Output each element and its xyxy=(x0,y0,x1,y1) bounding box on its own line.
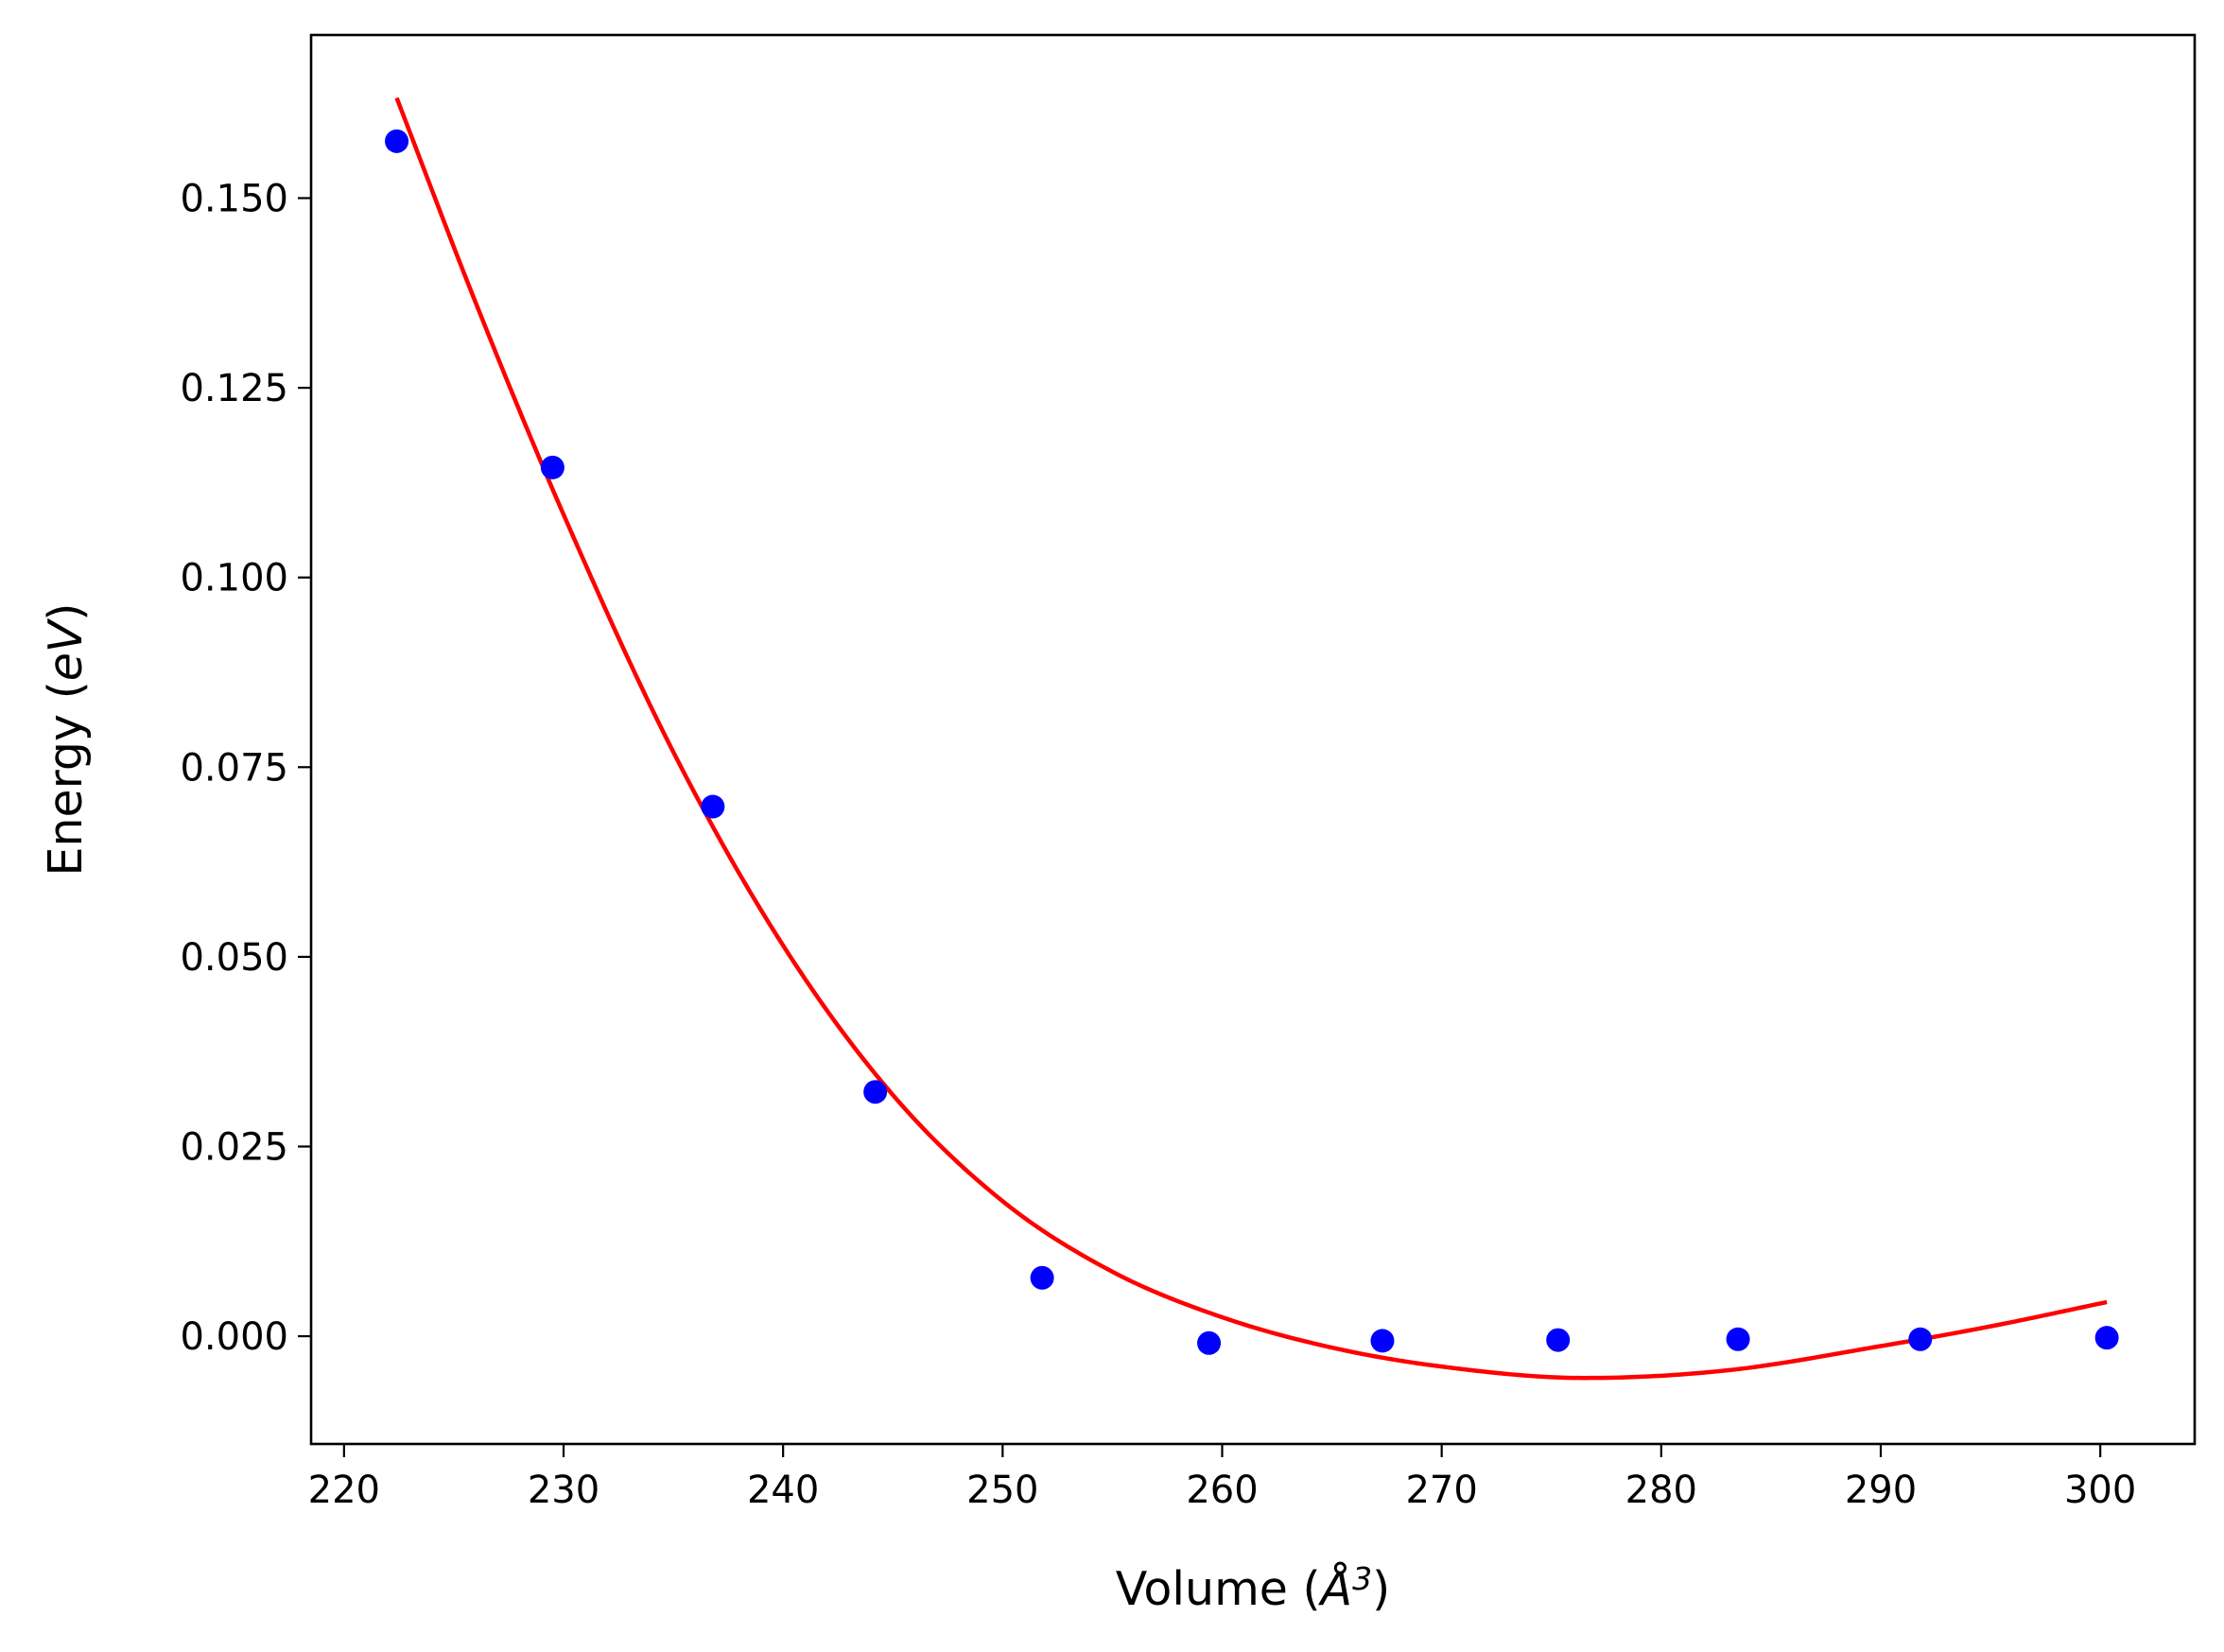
data-point xyxy=(385,129,409,153)
data-point xyxy=(1546,1328,1571,1352)
fit-curve xyxy=(394,96,2108,1381)
y-tick-label: 0.100 xyxy=(180,557,288,600)
data-point xyxy=(1197,1330,1222,1355)
data-point xyxy=(1030,1265,1054,1290)
plot-area xyxy=(385,96,2119,1381)
data-point xyxy=(1370,1329,1395,1353)
data-point xyxy=(540,455,565,479)
x-tick-label: 220 xyxy=(308,1469,380,1512)
x-axis-label: Volume (Å3) xyxy=(1116,1560,1391,1616)
y-tick-label: 0.150 xyxy=(180,178,288,221)
x-tick-label: 270 xyxy=(1405,1469,1477,1512)
x-tick-label: 230 xyxy=(528,1469,599,1512)
x-tick-label: 260 xyxy=(1186,1469,1258,1512)
x-axis-ticks: 220 230 240 250 260 270 280 290 300 xyxy=(308,1444,2136,1512)
x-tick-label: 240 xyxy=(747,1469,819,1512)
y-tick-label: 0.125 xyxy=(180,367,288,410)
x-tick-label: 280 xyxy=(1625,1469,1697,1512)
y-tick-label: 0.000 xyxy=(180,1315,288,1359)
y-tick-label: 0.075 xyxy=(180,746,288,790)
data-point xyxy=(1726,1327,1750,1351)
data-point xyxy=(863,1080,888,1104)
data-point xyxy=(701,794,725,819)
x-tick-label: 290 xyxy=(1845,1469,1917,1512)
y-tick-label: 0.025 xyxy=(180,1125,288,1169)
y-axis-ticks: 0.000 0.025 0.050 0.075 0.100 0.125 0.150 xyxy=(180,178,311,1359)
y-tick-label: 0.050 xyxy=(180,936,288,980)
data-point xyxy=(1908,1327,1933,1351)
x-tick-label: 250 xyxy=(966,1469,1038,1512)
axes-frame xyxy=(309,33,2197,1446)
x-tick-label: 300 xyxy=(2064,1469,2136,1512)
data-point xyxy=(2094,1326,2119,1350)
y-axis-label: Energy (eV) xyxy=(39,602,93,876)
